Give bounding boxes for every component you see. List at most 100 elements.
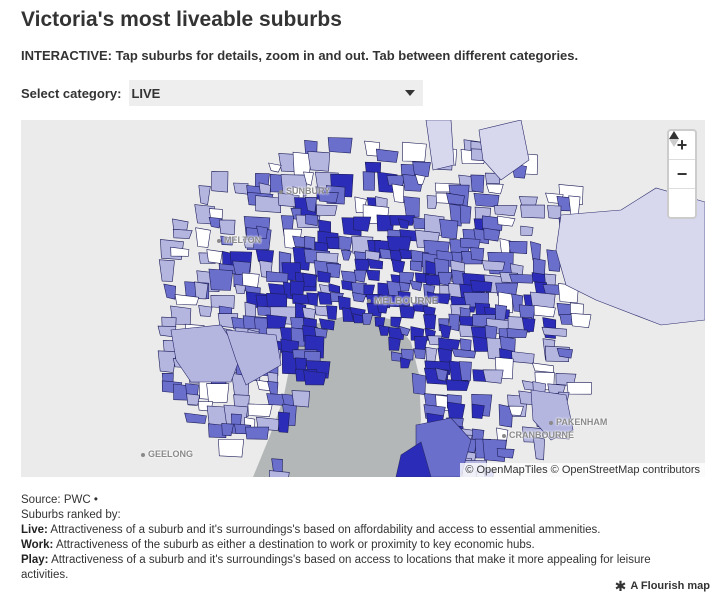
suburb-region[interactable] bbox=[473, 192, 500, 208]
suburb-region[interactable] bbox=[172, 228, 193, 239]
suburb-region[interactable] bbox=[316, 204, 338, 216]
suburb-region[interactable] bbox=[352, 313, 364, 324]
suburb-region[interactable] bbox=[354, 258, 371, 272]
suburb-region[interactable] bbox=[302, 306, 316, 320]
suburb-region[interactable] bbox=[198, 185, 211, 206]
suburb-region[interactable] bbox=[446, 192, 465, 206]
suburb-region[interactable] bbox=[426, 195, 439, 209]
suburb-region[interactable] bbox=[304, 214, 319, 226]
suburb-region[interactable] bbox=[470, 247, 485, 261]
suburb-region[interactable] bbox=[425, 260, 437, 275]
suburb-region[interactable] bbox=[314, 327, 328, 339]
suburb-region[interactable] bbox=[423, 314, 437, 330]
suburb-region[interactable] bbox=[459, 204, 472, 224]
suburb-region[interactable] bbox=[317, 270, 331, 283]
suburb-region[interactable] bbox=[498, 404, 514, 428]
suburb-region[interactable] bbox=[399, 305, 416, 319]
suburb-region[interactable] bbox=[482, 369, 504, 384]
suburb-region[interactable] bbox=[267, 380, 279, 395]
suburb-region[interactable] bbox=[291, 390, 310, 408]
suburb-region[interactable] bbox=[327, 137, 353, 154]
suburb-region[interactable] bbox=[439, 218, 459, 240]
suburb-region[interactable] bbox=[244, 426, 270, 440]
suburb-region[interactable] bbox=[388, 336, 401, 351]
suburb-region[interactable] bbox=[399, 357, 411, 369]
suburb-region[interactable] bbox=[481, 260, 506, 271]
suburb-region[interactable] bbox=[496, 448, 515, 459]
suburb-region[interactable] bbox=[338, 235, 353, 251]
suburb-region[interactable] bbox=[425, 274, 441, 286]
suburb-region[interactable] bbox=[186, 393, 200, 406]
suburb-region[interactable] bbox=[234, 284, 247, 295]
suburb-region[interactable] bbox=[422, 305, 436, 316]
suburb-region[interactable] bbox=[307, 150, 331, 172]
suburb-region[interactable] bbox=[255, 195, 281, 214]
map-attribution[interactable]: © OpenMapTiles © OpenStreetMap contribut… bbox=[460, 463, 705, 477]
suburb-region[interactable] bbox=[508, 405, 524, 417]
suburb-region[interactable] bbox=[353, 269, 367, 283]
suburb-region[interactable] bbox=[439, 323, 452, 339]
suburb-region[interactable] bbox=[184, 412, 207, 424]
suburb-region[interactable] bbox=[448, 313, 460, 332]
suburb-region[interactable] bbox=[337, 295, 351, 310]
suburb-region[interactable] bbox=[255, 249, 275, 263]
suburb-region[interactable] bbox=[508, 273, 534, 284]
suburb-region[interactable] bbox=[208, 216, 223, 229]
suburb-region[interactable] bbox=[460, 237, 481, 249]
suburb-region[interactable] bbox=[364, 161, 382, 173]
suburb-region[interactable] bbox=[194, 281, 209, 300]
suburb-region[interactable] bbox=[520, 204, 545, 219]
suburb-region[interactable] bbox=[497, 215, 516, 227]
suburb-region[interactable] bbox=[218, 439, 245, 458]
suburb-region[interactable] bbox=[566, 381, 593, 395]
suburb-region[interactable] bbox=[195, 227, 211, 248]
suburb-region[interactable] bbox=[278, 411, 290, 433]
suburb-region[interactable] bbox=[218, 219, 236, 236]
suburb-region[interactable] bbox=[221, 423, 234, 437]
suburb-region[interactable] bbox=[533, 437, 545, 461]
suburb-region[interactable] bbox=[397, 218, 410, 229]
suburb-region[interactable] bbox=[304, 196, 317, 213]
suburb-region[interactable] bbox=[268, 162, 282, 173]
suburb-region[interactable] bbox=[303, 370, 327, 386]
suburb-region[interactable] bbox=[400, 348, 414, 361]
suburb-region[interactable] bbox=[483, 227, 501, 242]
suburb-map[interactable]: SUNBURY MELTON MELBOURNE PAKENHAM CRANBO… bbox=[21, 120, 705, 477]
suburb-region[interactable] bbox=[403, 196, 420, 218]
suburb-region[interactable] bbox=[435, 367, 448, 382]
suburb-region[interactable] bbox=[174, 294, 200, 306]
suburb-region[interactable] bbox=[451, 348, 477, 359]
suburb-region[interactable] bbox=[518, 390, 534, 405]
suburb-region[interactable] bbox=[158, 259, 175, 282]
suburb-region[interactable] bbox=[163, 283, 177, 300]
suburb-region[interactable] bbox=[391, 259, 406, 274]
zoom-in-button[interactable]: + bbox=[669, 131, 695, 160]
suburb-region[interactable] bbox=[362, 313, 374, 325]
suburb-region[interactable] bbox=[317, 291, 333, 305]
flourish-credit[interactable]: ✱ A Flourish map bbox=[615, 579, 710, 593]
suburb-region[interactable] bbox=[378, 325, 391, 336]
suburb-region[interactable] bbox=[198, 304, 213, 317]
suburb-region[interactable] bbox=[570, 312, 592, 329]
suburb-region[interactable] bbox=[547, 205, 562, 220]
suburb-region[interactable] bbox=[521, 317, 536, 332]
suburb-region[interactable] bbox=[412, 161, 431, 177]
suburb-region[interactable] bbox=[208, 268, 234, 291]
suburb-region[interactable] bbox=[409, 280, 423, 292]
suburb-region[interactable] bbox=[157, 350, 177, 373]
suburb-region[interactable] bbox=[328, 283, 340, 294]
suburb-region[interactable] bbox=[247, 403, 273, 417]
suburb-region[interactable] bbox=[390, 316, 402, 328]
map-canvas[interactable] bbox=[21, 120, 705, 477]
suburb-region[interactable] bbox=[399, 325, 411, 336]
suburb-region[interactable] bbox=[414, 174, 426, 186]
suburb-region[interactable] bbox=[402, 141, 427, 162]
suburb-region[interactable] bbox=[353, 216, 372, 232]
suburb-region[interactable] bbox=[411, 372, 427, 396]
suburb-region[interactable] bbox=[206, 383, 230, 403]
suburb-region[interactable] bbox=[265, 271, 289, 283]
suburb-region[interactable] bbox=[506, 327, 528, 338]
suburb-region[interactable] bbox=[268, 470, 290, 477]
suburb-region[interactable] bbox=[340, 249, 352, 261]
reset-north-button[interactable] bbox=[669, 131, 695, 217]
